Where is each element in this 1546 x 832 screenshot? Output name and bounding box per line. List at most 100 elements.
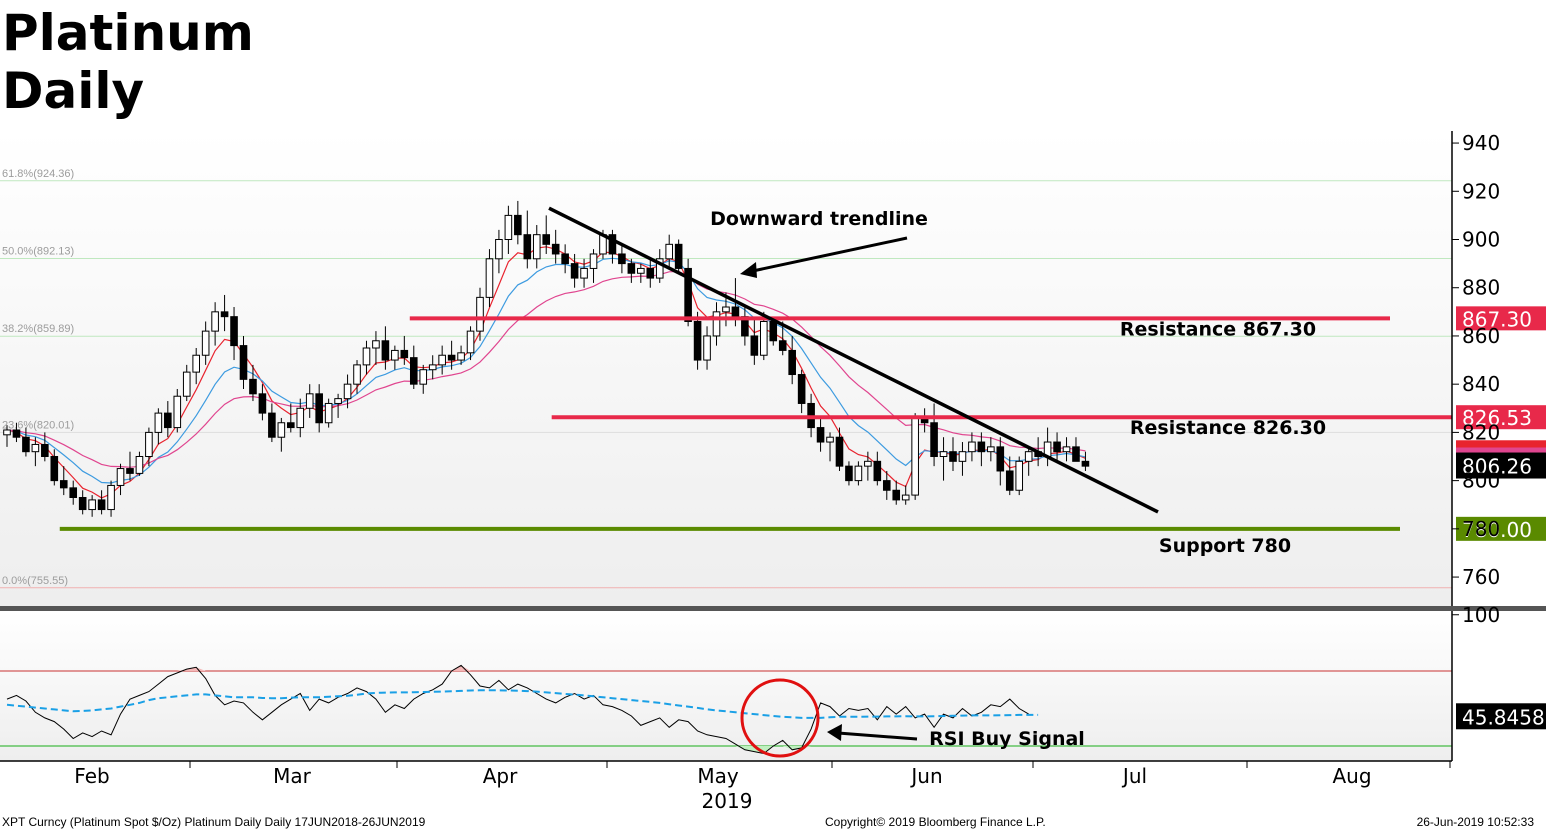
candle-body xyxy=(107,484,115,511)
candle-body xyxy=(655,258,664,279)
candle-body xyxy=(1005,470,1014,491)
rsi-ma-line xyxy=(6,689,1039,719)
ma-mid-line xyxy=(6,257,1086,484)
title-line-1: Platinum xyxy=(2,4,254,62)
fib-level-label: 38.2%(859.89) xyxy=(2,323,74,335)
candle-body xyxy=(12,429,21,438)
y-tick-label: 760 xyxy=(1462,565,1500,589)
candle-body xyxy=(939,451,948,458)
x-year-label: 2019 xyxy=(702,789,753,813)
candle-body xyxy=(485,258,494,298)
y-tick-label: 800 xyxy=(1462,469,1500,493)
candle-body xyxy=(78,496,87,511)
candle-body xyxy=(949,451,957,462)
support-label: Support 780 xyxy=(1159,535,1291,557)
candle-body xyxy=(514,214,522,236)
resistance-label: Resistance 826.30 xyxy=(1130,417,1326,439)
ma-slow-line xyxy=(6,270,1086,468)
candle-body xyxy=(145,431,153,458)
y-tick-label: 820 xyxy=(1462,420,1500,444)
y-tick-label: 940 xyxy=(1462,131,1500,155)
chart-title: Platinum Daily xyxy=(2,4,254,120)
rsi-signal-arrow xyxy=(837,731,918,741)
candle-body xyxy=(901,494,910,501)
y-tick-label: 880 xyxy=(1462,276,1500,300)
candle-body xyxy=(249,378,257,395)
resistance-label: Resistance 867.30 xyxy=(1120,318,1316,340)
support-price-badge xyxy=(1456,516,1546,541)
candle-body xyxy=(220,311,229,318)
candle-body xyxy=(608,234,617,255)
candle-body xyxy=(59,480,68,489)
candle-body xyxy=(570,263,579,279)
x-tick-label: Feb xyxy=(74,764,109,788)
candle-body xyxy=(3,429,11,436)
candle-body xyxy=(646,267,655,279)
rsi-overbought-fill xyxy=(461,665,471,671)
candle-body xyxy=(674,243,683,269)
candle-body xyxy=(97,499,106,511)
candle-body xyxy=(324,402,333,424)
candle-body xyxy=(561,253,569,265)
trendline-arrow-head xyxy=(740,262,757,278)
candle-body xyxy=(864,460,872,467)
candle-body xyxy=(1062,446,1071,453)
candle-body xyxy=(192,354,200,373)
resistance-price-badge xyxy=(1456,405,1546,430)
footer-security-description: XPT Curncy (Platinum Spot $/Oz) Platinum… xyxy=(2,815,426,829)
candle-body xyxy=(826,436,834,443)
rsi-y-tick-label: 100 xyxy=(1462,603,1500,627)
title-line-2: Daily xyxy=(2,62,145,120)
fib-level-label: 23.6%(820.01) xyxy=(2,419,74,431)
last-price-text: 806.26 xyxy=(1462,455,1532,479)
candle-body xyxy=(911,417,919,496)
trendline-arrow xyxy=(747,236,908,274)
candle-body xyxy=(296,407,305,429)
candle-body xyxy=(372,340,380,349)
ma-badge-0 xyxy=(1456,440,1546,449)
candle-body xyxy=(722,306,730,313)
candle-body xyxy=(400,349,409,359)
fib-level-label: 50.0%(892.13) xyxy=(2,245,74,257)
candle-body xyxy=(1024,451,1033,462)
y-tick-label: 780 xyxy=(1462,517,1500,541)
candle-body xyxy=(381,340,390,361)
candle-body xyxy=(987,446,995,453)
candle-body xyxy=(239,345,248,380)
candle-body xyxy=(788,349,796,376)
x-tick-label: Mar xyxy=(273,764,312,788)
candle-body xyxy=(760,320,768,356)
candle-body xyxy=(419,369,428,385)
candle-body xyxy=(438,354,446,366)
candle-body xyxy=(495,239,503,260)
last-price-badge xyxy=(1456,452,1546,479)
support-price-badge-text: 780.00 xyxy=(1462,518,1532,542)
trendline-label: Downward trendline xyxy=(710,208,928,230)
candle-body xyxy=(968,441,976,453)
candle-body xyxy=(1081,460,1090,467)
candle-body xyxy=(268,412,276,438)
rsi-panel-background xyxy=(0,611,1452,761)
rsi-line xyxy=(6,664,1029,755)
candle-body xyxy=(750,335,759,356)
candle-body xyxy=(447,354,456,361)
candle-body xyxy=(230,316,238,347)
x-tick-label: Apr xyxy=(483,764,518,788)
candle-body xyxy=(797,374,806,404)
candle-body xyxy=(778,340,787,351)
candle-body xyxy=(627,263,636,274)
fib-level-label: 0.0%(755.55) xyxy=(2,575,68,587)
candle-body xyxy=(551,243,560,255)
candle-body xyxy=(1053,441,1061,453)
footer-copyright: Copyright© 2019 Bloomberg Finance L.P. xyxy=(825,815,1046,829)
candle-body xyxy=(703,335,711,361)
resistance-price-badge-text: 867.30 xyxy=(1462,307,1532,331)
candle-body xyxy=(958,451,967,462)
x-tick-label: Jun xyxy=(909,764,942,788)
candle-body xyxy=(50,456,59,482)
candle-body xyxy=(88,499,96,511)
candle-body xyxy=(618,253,626,265)
candle-body xyxy=(343,383,352,400)
candle-body xyxy=(873,460,882,482)
